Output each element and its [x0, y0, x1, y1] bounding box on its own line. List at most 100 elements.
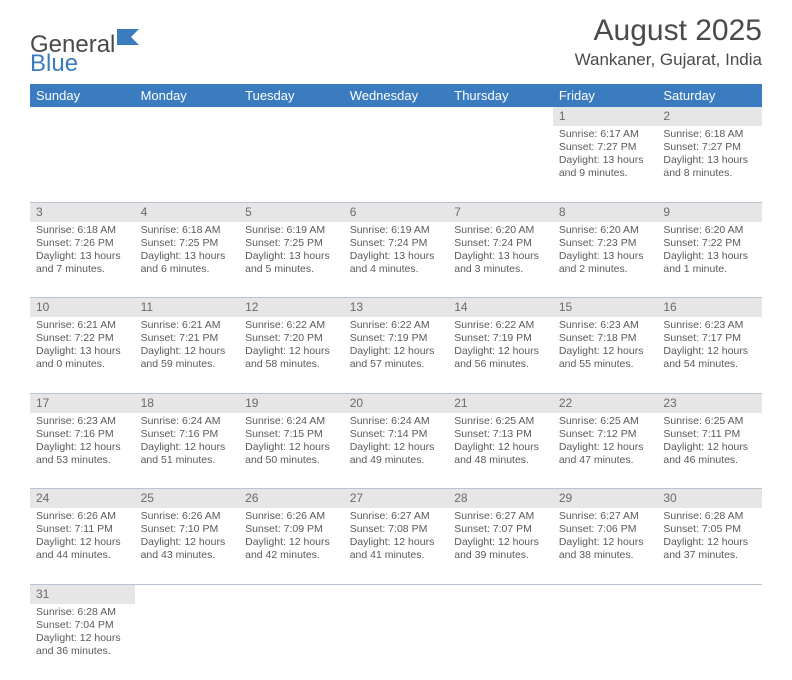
day-body-cell [239, 604, 344, 680]
day-line: Sunset: 7:19 PM [350, 332, 443, 345]
day-line: Daylight: 12 hours and 48 minutes. [454, 441, 547, 467]
day-number-cell [448, 107, 553, 126]
daynum-row: 3456789 [30, 202, 762, 222]
day-line: Sunrise: 6:26 AM [245, 510, 338, 523]
day-line: Sunrise: 6:26 AM [36, 510, 129, 523]
day-line: Sunset: 7:18 PM [559, 332, 652, 345]
day-line: Daylight: 13 hours and 8 minutes. [663, 154, 756, 180]
day-number-cell: 9 [657, 202, 762, 222]
day-line: Sunset: 7:27 PM [663, 141, 756, 154]
day-details: Sunrise: 6:27 AMSunset: 7:07 PMDaylight:… [448, 508, 553, 567]
day-line: Sunset: 7:25 PM [141, 237, 234, 250]
day-line: Sunset: 7:04 PM [36, 619, 129, 632]
day-line: Daylight: 12 hours and 41 minutes. [350, 536, 443, 562]
day-body-cell: Sunrise: 6:18 AMSunset: 7:27 PMDaylight:… [657, 126, 762, 202]
day-body-cell [448, 126, 553, 202]
day-number-cell: 10 [30, 298, 135, 318]
day-line: Sunrise: 6:25 AM [663, 415, 756, 428]
day-line: Sunset: 7:08 PM [350, 523, 443, 536]
calendar-head: SundayMondayTuesdayWednesdayThursdayFrid… [30, 84, 762, 107]
day-line: Sunrise: 6:23 AM [559, 319, 652, 332]
day-body-cell: Sunrise: 6:20 AMSunset: 7:23 PMDaylight:… [553, 222, 658, 298]
day-body-cell: Sunrise: 6:23 AMSunset: 7:17 PMDaylight:… [657, 317, 762, 393]
day-line: Daylight: 13 hours and 7 minutes. [36, 250, 129, 276]
day-line: Sunrise: 6:25 AM [559, 415, 652, 428]
day-details: Sunrise: 6:18 AMSunset: 7:27 PMDaylight:… [657, 126, 762, 185]
day-line: Daylight: 12 hours and 59 minutes. [141, 345, 234, 371]
day-line: Sunset: 7:25 PM [245, 237, 338, 250]
day-line: Daylight: 12 hours and 47 minutes. [559, 441, 652, 467]
day-line: Sunset: 7:10 PM [141, 523, 234, 536]
day-body-cell: Sunrise: 6:18 AMSunset: 7:25 PMDaylight:… [135, 222, 240, 298]
daynum-row: 31 [30, 584, 762, 604]
weekday-header: Monday [135, 84, 240, 107]
day-line: Sunset: 7:06 PM [559, 523, 652, 536]
day-line: Daylight: 13 hours and 4 minutes. [350, 250, 443, 276]
weekday-header: Friday [553, 84, 658, 107]
day-line: Sunset: 7:21 PM [141, 332, 234, 345]
day-number-cell: 6 [344, 202, 449, 222]
day-line: Daylight: 12 hours and 42 minutes. [245, 536, 338, 562]
daynum-row: 12 [30, 107, 762, 126]
day-body-cell: Sunrise: 6:23 AMSunset: 7:18 PMDaylight:… [553, 317, 658, 393]
day-line: Daylight: 12 hours and 36 minutes. [36, 632, 129, 658]
day-details: Sunrise: 6:28 AMSunset: 7:05 PMDaylight:… [657, 508, 762, 567]
calendar-table: SundayMondayTuesdayWednesdayThursdayFrid… [30, 84, 762, 680]
day-details: Sunrise: 6:19 AMSunset: 7:25 PMDaylight:… [239, 222, 344, 281]
day-body-row: Sunrise: 6:17 AMSunset: 7:27 PMDaylight:… [30, 126, 762, 202]
day-details: Sunrise: 6:25 AMSunset: 7:13 PMDaylight:… [448, 413, 553, 472]
day-body-cell [239, 126, 344, 202]
day-line: Sunset: 7:27 PM [559, 141, 652, 154]
day-details: Sunrise: 6:27 AMSunset: 7:06 PMDaylight:… [553, 508, 658, 567]
day-details: Sunrise: 6:25 AMSunset: 7:11 PMDaylight:… [657, 413, 762, 472]
day-body-cell: Sunrise: 6:20 AMSunset: 7:24 PMDaylight:… [448, 222, 553, 298]
day-number-cell [135, 584, 240, 604]
day-body-cell: Sunrise: 6:27 AMSunset: 7:07 PMDaylight:… [448, 508, 553, 584]
day-line: Daylight: 12 hours and 54 minutes. [663, 345, 756, 371]
day-details: Sunrise: 6:25 AMSunset: 7:12 PMDaylight:… [553, 413, 658, 472]
day-line: Sunrise: 6:22 AM [350, 319, 443, 332]
day-line: Sunrise: 6:22 AM [245, 319, 338, 332]
day-line: Sunrise: 6:20 AM [663, 224, 756, 237]
day-details: Sunrise: 6:17 AMSunset: 7:27 PMDaylight:… [553, 126, 658, 185]
day-line: Sunrise: 6:18 AM [663, 128, 756, 141]
day-number-cell: 27 [344, 489, 449, 509]
day-details: Sunrise: 6:18 AMSunset: 7:25 PMDaylight:… [135, 222, 240, 281]
day-line: Sunset: 7:09 PM [245, 523, 338, 536]
day-number-cell: 4 [135, 202, 240, 222]
day-line: Sunrise: 6:18 AM [36, 224, 129, 237]
day-number-cell [239, 107, 344, 126]
day-number-cell: 28 [448, 489, 553, 509]
day-number-cell [657, 584, 762, 604]
day-details: Sunrise: 6:18 AMSunset: 7:26 PMDaylight:… [30, 222, 135, 281]
day-body-cell: Sunrise: 6:18 AMSunset: 7:26 PMDaylight:… [30, 222, 135, 298]
day-number-cell: 23 [657, 393, 762, 413]
day-line: Sunrise: 6:21 AM [36, 319, 129, 332]
day-line: Sunrise: 6:28 AM [36, 606, 129, 619]
day-details: Sunrise: 6:19 AMSunset: 7:24 PMDaylight:… [344, 222, 449, 281]
day-number-cell: 5 [239, 202, 344, 222]
day-details: Sunrise: 6:22 AMSunset: 7:19 PMDaylight:… [448, 317, 553, 376]
day-body-cell: Sunrise: 6:17 AMSunset: 7:27 PMDaylight:… [553, 126, 658, 202]
day-line: Sunset: 7:11 PM [36, 523, 129, 536]
day-body-cell: Sunrise: 6:21 AMSunset: 7:22 PMDaylight:… [30, 317, 135, 393]
day-line: Sunrise: 6:27 AM [350, 510, 443, 523]
day-details: Sunrise: 6:26 AMSunset: 7:09 PMDaylight:… [239, 508, 344, 567]
day-line: Sunrise: 6:20 AM [454, 224, 547, 237]
weekday-header: Wednesday [344, 84, 449, 107]
day-line: Sunset: 7:07 PM [454, 523, 547, 536]
day-details: Sunrise: 6:22 AMSunset: 7:19 PMDaylight:… [344, 317, 449, 376]
day-details: Sunrise: 6:28 AMSunset: 7:04 PMDaylight:… [30, 604, 135, 663]
day-body-cell: Sunrise: 6:25 AMSunset: 7:12 PMDaylight:… [553, 413, 658, 489]
day-line: Sunrise: 6:17 AM [559, 128, 652, 141]
day-line: Daylight: 12 hours and 58 minutes. [245, 345, 338, 371]
day-details: Sunrise: 6:21 AMSunset: 7:22 PMDaylight:… [30, 317, 135, 376]
day-number-cell: 1 [553, 107, 658, 126]
day-body-cell: Sunrise: 6:25 AMSunset: 7:11 PMDaylight:… [657, 413, 762, 489]
day-body-cell: Sunrise: 6:23 AMSunset: 7:16 PMDaylight:… [30, 413, 135, 489]
daynum-row: 10111213141516 [30, 298, 762, 318]
day-number-cell: 24 [30, 489, 135, 509]
day-line: Sunrise: 6:27 AM [454, 510, 547, 523]
day-body-cell: Sunrise: 6:27 AMSunset: 7:08 PMDaylight:… [344, 508, 449, 584]
day-line: Sunset: 7:22 PM [663, 237, 756, 250]
